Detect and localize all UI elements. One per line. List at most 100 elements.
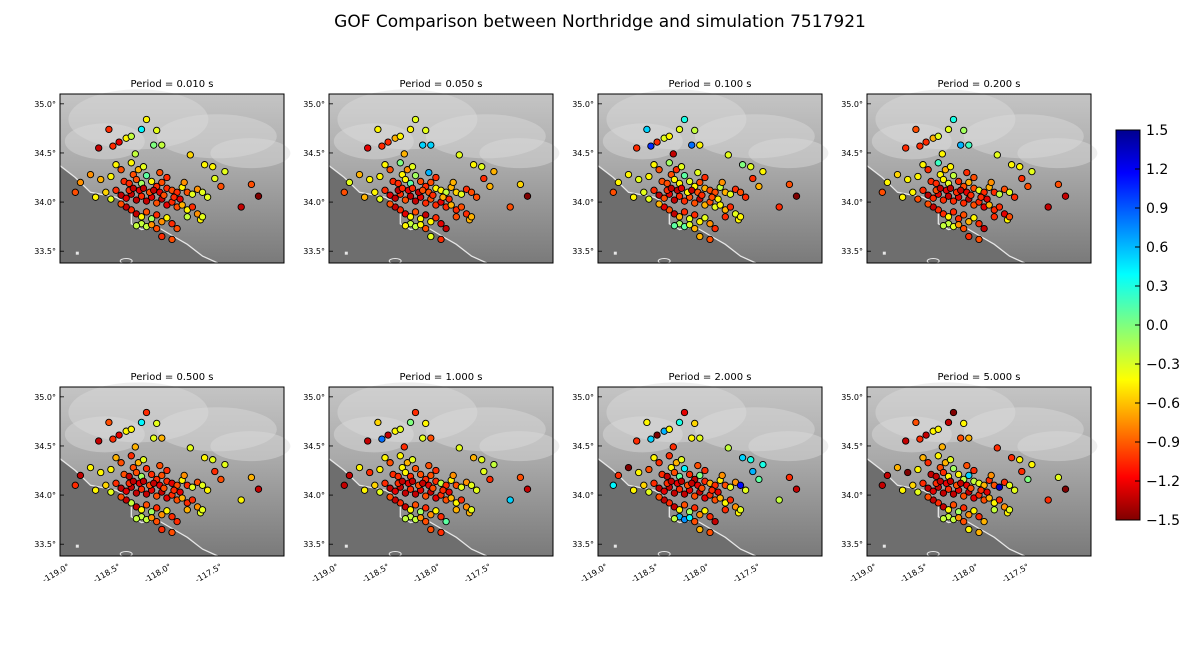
station-point bbox=[685, 177, 694, 186]
station-point bbox=[427, 218, 435, 226]
station-point bbox=[759, 460, 767, 469]
station-point bbox=[394, 472, 402, 481]
station-point bbox=[371, 481, 379, 489]
station-point bbox=[936, 477, 944, 485]
y-tick-label: 35.0° bbox=[303, 393, 325, 402]
station-point bbox=[200, 161, 209, 169]
map-panel: Period = 2.000 s 35.0° 34.5° 34.0° 33.5° -119… bbox=[572, 372, 829, 585]
x-tick-label: -118.5° bbox=[899, 562, 929, 585]
station-point bbox=[749, 467, 757, 476]
station-point bbox=[115, 431, 123, 439]
station-point bbox=[640, 188, 648, 196]
station-point bbox=[112, 479, 120, 487]
station-point bbox=[254, 192, 263, 200]
mountain-shading bbox=[337, 382, 478, 443]
station-point bbox=[71, 481, 79, 489]
station-point bbox=[706, 235, 714, 244]
x-tick-label: -118.5° bbox=[630, 562, 660, 585]
station-point bbox=[376, 195, 384, 203]
y-tick-label: 34.0° bbox=[303, 491, 325, 500]
map-panel: Period = 1.000 s 35.0° 34.5° 34.0° 33.5° -119… bbox=[303, 372, 560, 585]
station-point bbox=[237, 496, 245, 504]
colorbar-tick-label: −0.6 bbox=[1146, 396, 1180, 412]
station-point bbox=[922, 431, 930, 439]
station-point bbox=[132, 175, 141, 184]
y-tick-label: 34.0° bbox=[572, 198, 594, 207]
station-point bbox=[665, 452, 673, 460]
station-point bbox=[724, 444, 732, 452]
station-point bbox=[912, 418, 920, 427]
station-point bbox=[924, 459, 932, 467]
station-point bbox=[432, 466, 440, 475]
station-point bbox=[924, 166, 932, 174]
station-point bbox=[914, 465, 922, 474]
station-point bbox=[694, 168, 702, 177]
station-point bbox=[132, 489, 141, 497]
station-point bbox=[163, 466, 171, 475]
island bbox=[882, 544, 886, 548]
station-point bbox=[408, 456, 417, 464]
station-point bbox=[609, 481, 617, 489]
station-point bbox=[1018, 174, 1026, 183]
station-point bbox=[960, 224, 968, 233]
station-point bbox=[139, 163, 148, 171]
station-point bbox=[427, 232, 435, 241]
station-point bbox=[178, 494, 186, 502]
station-point bbox=[168, 220, 176, 228]
station-point bbox=[411, 171, 420, 180]
station-point bbox=[970, 214, 978, 222]
station-point bbox=[107, 488, 115, 496]
station-point bbox=[173, 517, 181, 526]
x-tick-label: -118.0° bbox=[412, 562, 442, 585]
station-point bbox=[993, 444, 1001, 452]
station-point bbox=[680, 464, 689, 473]
station-point bbox=[898, 486, 907, 494]
station-point bbox=[132, 468, 141, 477]
station-point bbox=[614, 471, 623, 480]
map-panel: Period = 0.010 s 35.0° 34.5° 34.0° 33.5° bbox=[34, 79, 291, 265]
station-point bbox=[912, 125, 920, 134]
station-point bbox=[946, 477, 955, 485]
station-point bbox=[364, 144, 372, 152]
station-point bbox=[180, 471, 188, 480]
station-point bbox=[706, 220, 714, 228]
station-point bbox=[432, 507, 440, 515]
map-panel: Period = 0.050 s 35.0° 34.5° 34.0° 33.5° bbox=[303, 79, 560, 265]
station-point bbox=[150, 141, 158, 149]
y-tick-label: 35.0° bbox=[841, 100, 863, 109]
station-point bbox=[422, 126, 430, 135]
station-point bbox=[112, 186, 120, 194]
station-point bbox=[437, 235, 445, 244]
mountain-shading bbox=[748, 138, 829, 169]
station-point bbox=[650, 454, 658, 462]
station-point bbox=[970, 173, 978, 182]
y-tick-label: 35.0° bbox=[841, 393, 863, 402]
station-point bbox=[102, 188, 110, 196]
station-point bbox=[696, 178, 704, 187]
station-point bbox=[523, 485, 532, 493]
station-point bbox=[422, 199, 430, 207]
station-point bbox=[411, 464, 420, 473]
mountain-shading bbox=[64, 416, 145, 453]
station-point bbox=[655, 166, 663, 174]
mountain-shading bbox=[606, 382, 747, 443]
station-point bbox=[726, 190, 735, 198]
ocean bbox=[329, 458, 487, 556]
island bbox=[657, 258, 671, 265]
station-point bbox=[675, 485, 684, 493]
station-point bbox=[168, 235, 176, 244]
station-point bbox=[76, 178, 85, 187]
station-point bbox=[708, 486, 716, 494]
station-point bbox=[670, 196, 679, 204]
mountain-shading bbox=[425, 407, 546, 452]
station-point bbox=[452, 506, 460, 514]
station-point bbox=[747, 163, 755, 171]
station-point bbox=[645, 172, 653, 181]
station-point bbox=[425, 461, 433, 470]
station-point bbox=[150, 186, 158, 194]
mountain-shading bbox=[210, 431, 291, 462]
y-tick-label: 35.0° bbox=[572, 393, 594, 402]
station-point bbox=[396, 452, 404, 460]
station-point bbox=[176, 488, 184, 496]
station-point bbox=[406, 125, 415, 134]
